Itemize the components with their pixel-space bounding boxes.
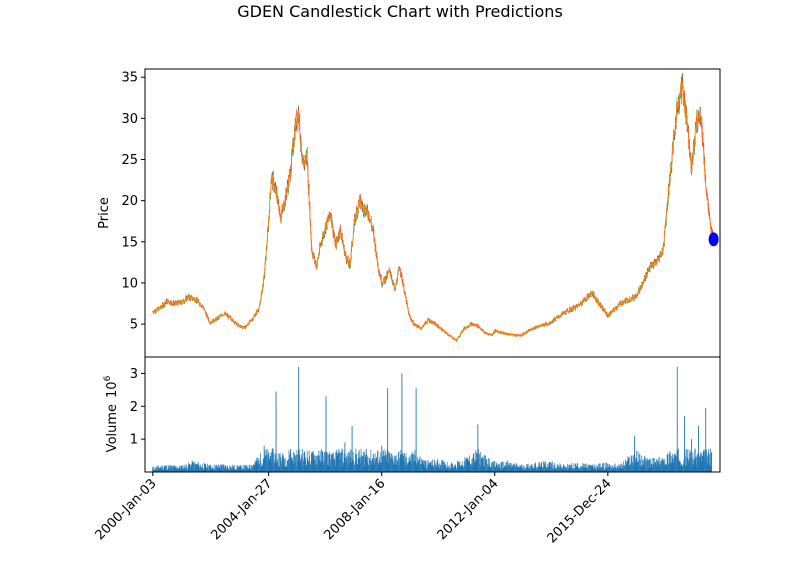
close-price-line [152, 80, 714, 343]
volume-y-axis-label-text: Volume [105, 404, 120, 452]
volume-scale-base: 10 [105, 381, 120, 398]
prediction-marker [708, 232, 719, 247]
x-tick-label: 2004-Jan-27 [208, 476, 275, 543]
x-tick-label: 2015-Dec-24 [545, 476, 615, 546]
y-tick-label: 2 [130, 400, 138, 415]
volume-y-ticks: 1 2 3 [130, 367, 145, 448]
y-tick-label: 10 [121, 276, 138, 291]
volume-y-axis-label: Volume 106 [103, 375, 120, 452]
y-tick-label: 1 [130, 433, 138, 448]
chart-title: GDEN Candlestick Chart with Predictions [237, 2, 563, 21]
volume-scale-exponent: 6 [103, 375, 113, 381]
y-tick-label: 25 [121, 153, 138, 168]
price-marks [152, 72, 719, 343]
volume-panel: 1 2 3 2000-Jan-03 2004-Jan-27 2008-Jan-16 201… [93, 356, 721, 546]
y-tick-label: 20 [121, 194, 138, 209]
y-tick-label: 15 [121, 235, 138, 250]
volume-axes-frame [144, 356, 721, 473]
price-y-axis-label: Price [97, 197, 112, 229]
price-axes-frame [144, 68, 721, 358]
x-tick-label: 2000-Jan-03 [93, 476, 160, 543]
x-axis-ticks: 2000-Jan-03 2004-Jan-27 2008-Jan-16 2012-Ja… [93, 472, 615, 546]
volume-marks [152, 366, 713, 472]
y-tick-label: 35 [121, 71, 138, 86]
y-tick-label: 3 [130, 367, 138, 382]
x-tick-label: 2008-Jan-16 [322, 476, 389, 543]
price-y-ticks: 5 10 15 20 25 30 35 [121, 71, 145, 333]
y-tick-label: 30 [121, 112, 138, 127]
y-tick-label: 5 [130, 318, 138, 333]
x-tick-label: 2012-Jan-04 [435, 476, 502, 543]
price-panel: 5 10 15 20 25 30 35 Price [97, 68, 721, 358]
